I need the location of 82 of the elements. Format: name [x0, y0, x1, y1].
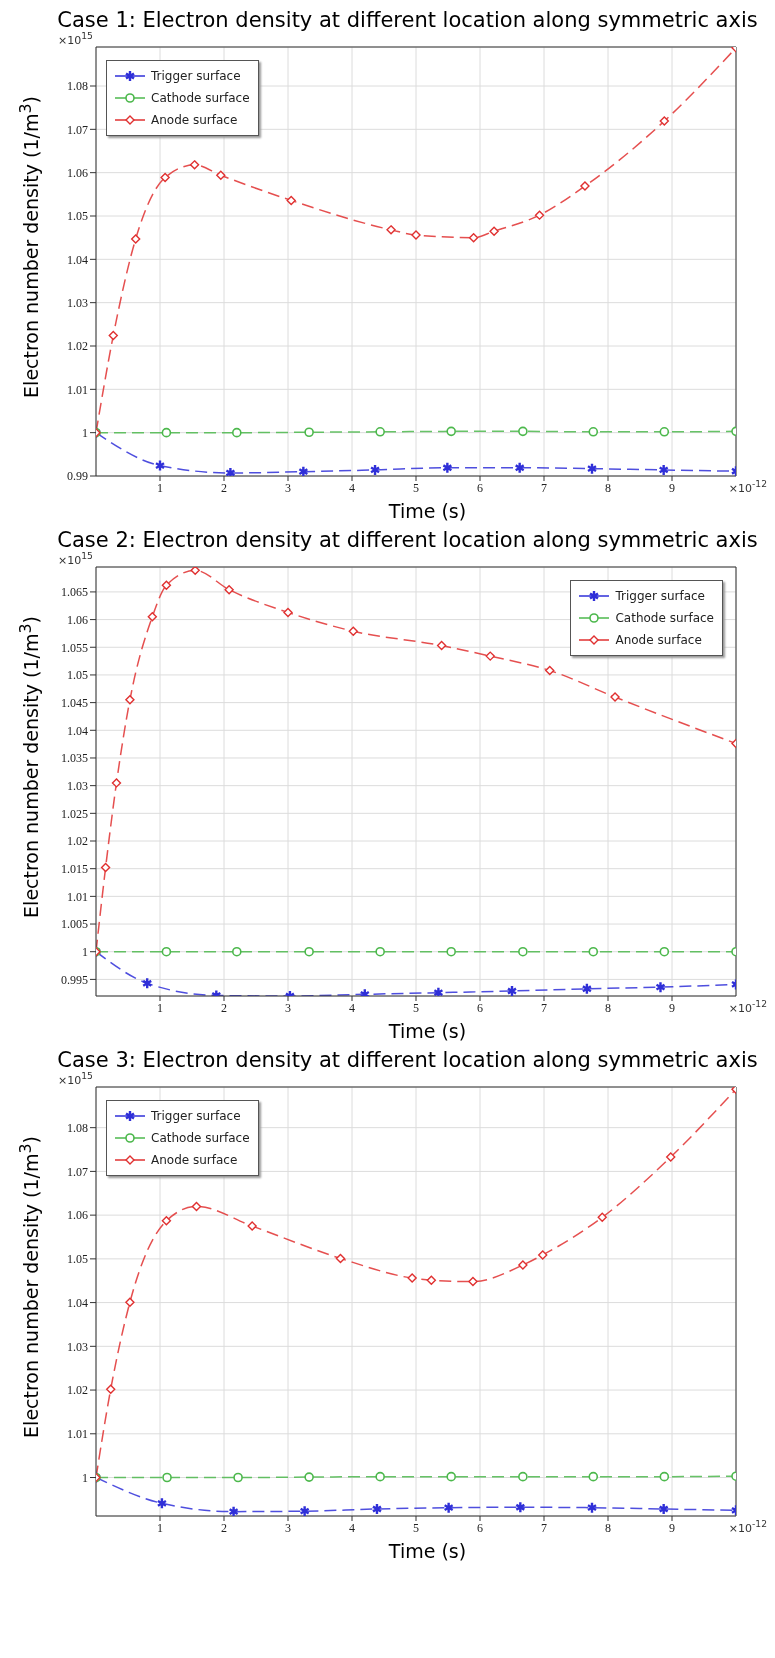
y-tick-label: 1.01	[67, 382, 88, 397]
x-tick-label: 3	[285, 480, 291, 495]
y-tick-label: 1.02	[67, 1383, 88, 1398]
text: ×10$^{15}$	[58, 550, 93, 567]
y-tick-label: 1.06	[67, 1208, 88, 1223]
x-tick-label: 8	[605, 480, 611, 495]
y-tick-label: 1.015	[61, 861, 88, 876]
legend-label: Trigger surface	[615, 589, 705, 603]
y-tick-label: 1.06	[67, 165, 88, 180]
x-tick-label: 6	[477, 480, 483, 495]
y-tick-label: 1	[82, 425, 88, 440]
x-tick-label: 1	[157, 480, 163, 495]
x-tick-label: 2	[221, 1520, 227, 1535]
y-tick-label: 1.02	[67, 339, 88, 354]
x-tick-label: 9	[669, 1000, 675, 1015]
x-tick-label: 3	[285, 1000, 291, 1015]
chart-title: Case 3: Electron density at different location along symmetric axis	[56, 1048, 759, 1072]
x-tick-label: 5	[413, 1000, 419, 1015]
x-tick-label: 4	[349, 480, 355, 495]
legend-label: Cathode surface	[151, 1131, 250, 1145]
y-tick-label: 1.01	[67, 1427, 88, 1442]
text: ×10$^{15}$	[58, 1070, 93, 1087]
legend-label: Anode surface	[151, 113, 238, 127]
y-tick-label: 1.04	[67, 252, 88, 267]
x-axis-title: Time (s)	[387, 1020, 468, 1042]
text: ×10$^{-12}$	[728, 1518, 767, 1535]
y-tick-label: 1.04	[67, 723, 88, 738]
text: ×10$^{15}$	[58, 30, 93, 47]
y-tick-label: 1.02	[67, 834, 88, 849]
y-tick-label: 1.03	[67, 1339, 88, 1354]
y-tick-label: 1.08	[67, 79, 88, 94]
y-tick-label: 0.995	[61, 972, 88, 987]
legend-label: Anode surface	[615, 633, 702, 647]
x-tick-label: 2	[221, 1000, 227, 1015]
y-tick-label: 1.005	[61, 917, 88, 932]
x-tick-label: 6	[477, 1520, 483, 1535]
text: ×10$^{-12}$	[728, 478, 767, 495]
x-tick-label: 2	[221, 480, 227, 495]
y-tick-label: 1.03	[67, 295, 88, 310]
y-tick-label: 1.06	[67, 612, 88, 627]
legend-label: Cathode surface	[151, 91, 250, 105]
x-tick-label: 1	[157, 1000, 163, 1015]
y-tick-label: 1	[82, 944, 88, 959]
y-tick-label: 1.055	[61, 640, 88, 655]
y-tick-label: 1.08	[67, 1120, 88, 1135]
y-tick-label: 1.05	[67, 668, 88, 683]
x-tick-label: 4	[349, 1000, 355, 1015]
legend-label: Anode surface	[151, 1153, 238, 1167]
x-tick-label: 4	[349, 1520, 355, 1535]
chart-title: Case 1: Electron density at different location along symmetric axis	[56, 8, 759, 32]
y-tick-label: 1.025	[61, 806, 88, 821]
y-tick-label: 1.07	[67, 1164, 88, 1179]
x-tick-label: 7	[541, 1000, 547, 1015]
x-tick-label: 8	[605, 1520, 611, 1535]
legend-label: Trigger surface	[151, 69, 241, 83]
x-tick-label: 6	[477, 1000, 483, 1015]
y-tick-label: 1.05	[67, 209, 88, 224]
x-tick-label: 5	[413, 1520, 419, 1535]
y-tick-label: 1.01	[67, 889, 88, 904]
x-tick-label: 1	[157, 1520, 163, 1535]
y-tick-label: 1.05	[67, 1252, 88, 1267]
y-tick-label: 1.035	[61, 751, 88, 766]
x-tick-label: 8	[605, 1000, 611, 1015]
x-tick-label: 7	[541, 480, 547, 495]
y-tick-label: 1.07	[67, 122, 88, 137]
x-tick-label: 5	[413, 480, 419, 495]
x-tick-label: 9	[669, 480, 675, 495]
legend-label: Trigger surface	[151, 1109, 241, 1123]
chart-title: Case 2: Electron density at different location along symmetric axis	[56, 528, 759, 552]
y-tick-label: 1.065	[61, 585, 88, 600]
y-tick-label: 1.04	[67, 1295, 88, 1310]
legend-label: Cathode surface	[615, 611, 714, 625]
y-tick-label: 1.045	[61, 695, 88, 710]
y-tick-label: 1.03	[67, 778, 88, 793]
x-axis-title: Time (s)	[387, 1540, 468, 1562]
y-tick-label: 1	[82, 1470, 88, 1485]
text: ×10$^{-12}$	[728, 998, 767, 1015]
y-tick-label: 0.99	[67, 469, 88, 484]
x-tick-label: 3	[285, 1520, 291, 1535]
x-tick-label: 7	[541, 1520, 547, 1535]
x-axis-title: Time (s)	[387, 500, 468, 522]
x-tick-label: 9	[669, 1520, 675, 1535]
